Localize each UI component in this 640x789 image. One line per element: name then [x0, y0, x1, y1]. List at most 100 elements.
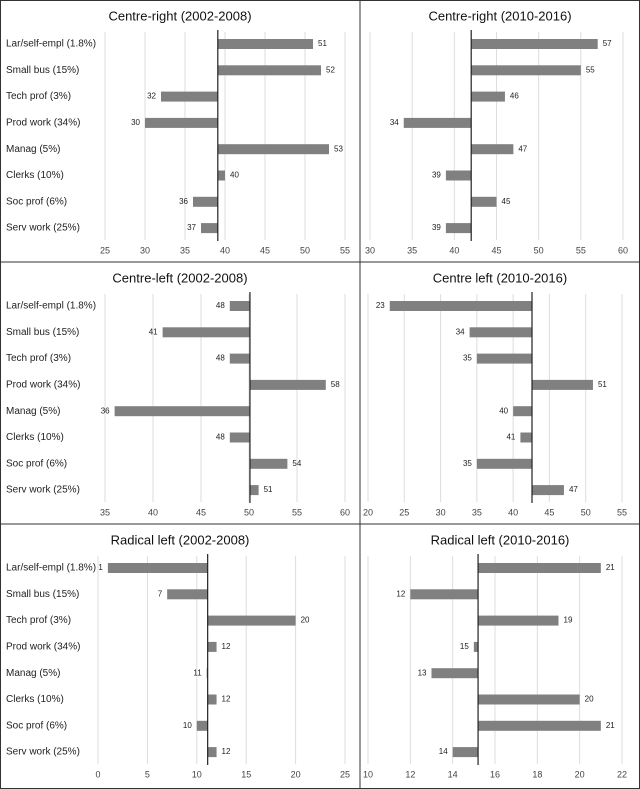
value-label: 15 — [460, 642, 469, 651]
category-label: Lar/self-empl (1.8%) — [6, 563, 96, 574]
x-tick-label: 40 — [220, 245, 230, 255]
x-tick-label: 20 — [291, 769, 301, 779]
category-label: Small bus (15%) — [6, 589, 79, 600]
category-label: Small bus (15%) — [6, 65, 79, 76]
x-tick-label: 20 — [575, 769, 585, 779]
x-tick-label: 40 — [148, 507, 158, 517]
bar — [249, 458, 288, 469]
value-label: 30 — [131, 118, 140, 127]
value-label: 10 — [183, 721, 192, 730]
category-label: Soc prof (6%) — [6, 196, 67, 207]
bar — [452, 747, 479, 758]
x-tick-label: 40 — [449, 245, 459, 255]
bar — [229, 432, 250, 443]
category-label: Serv work (25%) — [6, 747, 80, 758]
bar — [513, 406, 533, 417]
value-label: 45 — [502, 197, 511, 206]
value-label: 37 — [187, 223, 196, 232]
value-label: 40 — [499, 406, 508, 415]
bar — [193, 196, 218, 207]
category-label: Clerks (10%) — [6, 170, 64, 181]
x-tick-label: 45 — [196, 507, 206, 517]
category-label: Prod work (34%) — [6, 642, 80, 653]
x-tick-label: 22 — [617, 769, 627, 779]
category-label: Manag (5%) — [6, 406, 60, 417]
x-tick-label: 55 — [292, 507, 302, 517]
value-label: 54 — [292, 459, 301, 468]
category-label: Serv work (25%) — [6, 485, 80, 496]
value-label: 11 — [193, 668, 202, 677]
bar — [471, 65, 581, 76]
x-tick-label: 10 — [363, 769, 373, 779]
bar — [217, 65, 321, 76]
chart-title: Centre left (2010-2016) — [433, 270, 567, 285]
value-label: 12 — [222, 747, 231, 756]
bar — [229, 301, 250, 311]
x-tick-label: 18 — [532, 769, 542, 779]
value-label: 47 — [569, 485, 578, 494]
x-tick-label: 55 — [617, 507, 627, 517]
category-label: Manag (5%) — [6, 144, 60, 155]
value-label: 40 — [230, 171, 239, 180]
category-label: Serv work (25%) — [6, 223, 80, 234]
value-label: 35 — [463, 354, 472, 363]
x-tick-label: 25 — [100, 245, 110, 255]
x-tick-label: 60 — [340, 507, 350, 517]
bar — [471, 144, 514, 155]
bar — [476, 353, 533, 364]
category-label: Lar/self-empl (1.8%) — [6, 39, 96, 50]
x-tick-label: 40 — [508, 507, 518, 517]
category-label: Soc prof (6%) — [6, 720, 67, 731]
bar — [249, 379, 326, 390]
category-label: Tech prof (3%) — [6, 615, 71, 626]
x-tick-label: 55 — [340, 245, 350, 255]
value-label: 39 — [432, 223, 441, 232]
x-tick-label: 0 — [95, 769, 100, 779]
bar — [445, 223, 472, 234]
value-label: 12 — [222, 642, 231, 651]
bar — [217, 170, 225, 181]
bar — [403, 117, 472, 128]
x-tick-label: 25 — [340, 769, 350, 779]
value-label: 34 — [456, 327, 465, 336]
bar — [471, 196, 497, 207]
value-label: 51 — [598, 380, 607, 389]
bar — [217, 39, 313, 49]
bar — [207, 747, 217, 758]
x-tick-label: 45 — [491, 245, 501, 255]
x-tick-label: 25 — [399, 507, 409, 517]
value-label: 20 — [585, 695, 594, 704]
value-label: 58 — [331, 380, 340, 389]
bar — [478, 694, 580, 705]
chart-title: Centre-right (2002-2008) — [108, 8, 251, 23]
x-tick-label: 5 — [145, 769, 150, 779]
value-label: 35 — [463, 459, 472, 468]
value-label: 57 — [603, 39, 612, 48]
x-tick-label: 50 — [244, 507, 254, 517]
category-label: Soc prof (6%) — [6, 458, 67, 469]
x-tick-label: 30 — [365, 245, 375, 255]
value-label: 21 — [606, 563, 615, 572]
bar — [114, 406, 250, 417]
bar — [478, 615, 559, 626]
bar — [249, 485, 259, 496]
x-tick-label: 35 — [472, 507, 482, 517]
bar — [431, 668, 479, 679]
x-tick-label: 45 — [544, 507, 554, 517]
value-label: 41 — [149, 327, 158, 336]
value-label: 48 — [216, 301, 225, 310]
value-label: 47 — [518, 144, 527, 153]
bar — [207, 694, 217, 705]
value-label: 13 — [418, 668, 427, 677]
bar — [471, 91, 505, 102]
value-label: 55 — [586, 65, 595, 74]
x-tick-label: 50 — [534, 245, 544, 255]
bar — [478, 563, 601, 573]
value-label: 1 — [98, 563, 103, 572]
bar — [471, 39, 598, 49]
value-label: 53 — [334, 144, 343, 153]
x-tick-label: 30 — [436, 507, 446, 517]
bar — [162, 327, 250, 338]
bar — [473, 641, 479, 652]
